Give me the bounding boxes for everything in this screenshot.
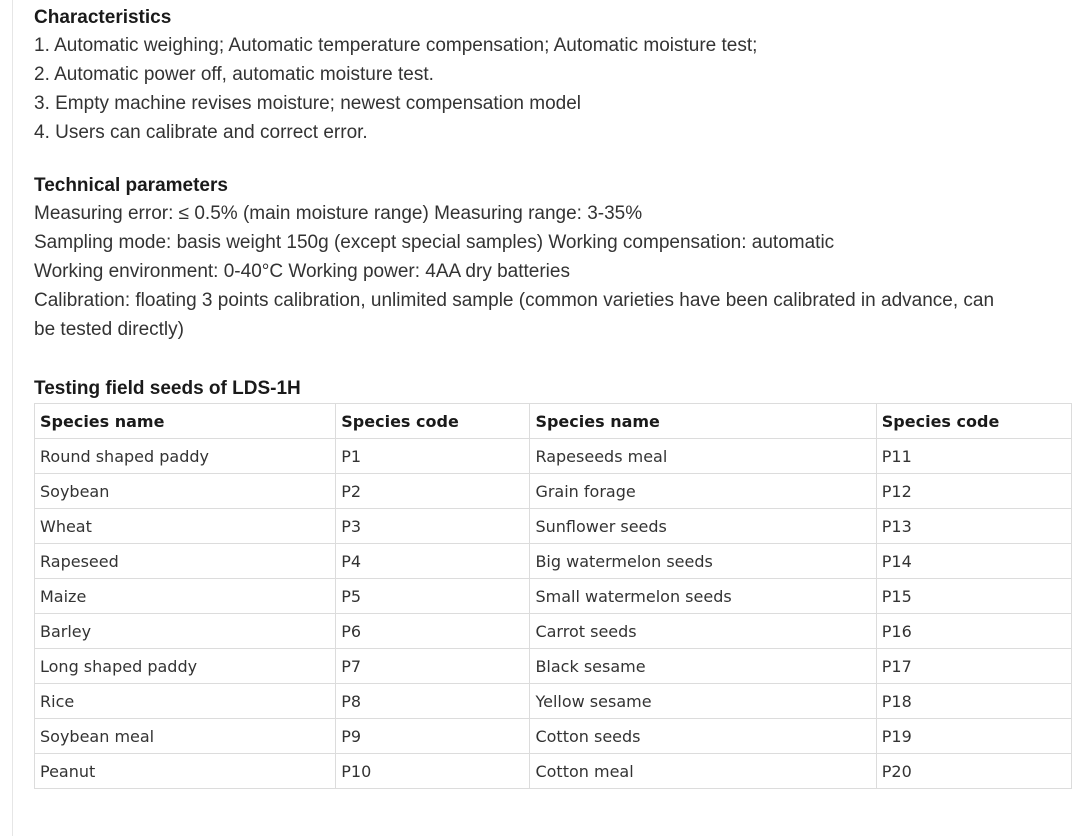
characteristic-item: 4. Users can calibrate and correct error…	[34, 122, 368, 143]
header-species-name: Species name	[529, 403, 877, 439]
content: Characteristics 1. Automatic weighing; A…	[33, 5, 1074, 789]
species-code-cell: P9	[335, 718, 531, 754]
species-code-cell: P12	[875, 473, 1073, 509]
header-species-code: Species code	[335, 403, 531, 439]
species-name-cell: Peanut	[33, 753, 337, 789]
species-name-cell: Carrot seeds	[529, 613, 877, 649]
table-row: Soybean P2 Grain forage P12	[33, 473, 1073, 509]
technical-parameters: Measuring error: ≤ 0.5% (main moisture r…	[34, 199, 1074, 344]
left-border-line	[12, 0, 13, 836]
parameter-line: Calibration: floating 3 points calibrati…	[34, 290, 995, 311]
table-row: Rapeseed P4 Big watermelon seeds P14	[33, 543, 1073, 579]
species-name-cell: Small watermelon seeds	[529, 578, 877, 614]
species-code-cell: P2	[335, 473, 531, 509]
species-name-cell: Cotton meal	[529, 753, 877, 789]
species-code-cell: P7	[335, 648, 531, 684]
species-name-cell: Wheat	[33, 508, 337, 544]
species-code-cell: P15	[875, 578, 1073, 614]
table-row: Wheat P3 Sunflower seeds P13	[33, 508, 1073, 544]
species-code-cell: P8	[335, 683, 531, 719]
species-name-cell: Grain forage	[529, 473, 877, 509]
table-row: Peanut P10 Cotton meal P20	[33, 753, 1073, 789]
species-name-cell: Maize	[33, 578, 337, 614]
species-code-cell: P17	[875, 648, 1073, 684]
species-code-cell: P11	[875, 438, 1073, 474]
table-row: Maize P5 Small watermelon seeds P15	[33, 578, 1073, 614]
characteristics-list: 1. Automatic weighing; Automatic tempera…	[34, 31, 1074, 147]
parameter-line: Measuring error: ≤ 0.5% (main moisture r…	[34, 203, 643, 224]
parameter-line: be tested directly)	[34, 319, 184, 340]
seeds-table: Species name Species code Species name S…	[33, 403, 1073, 789]
spacer	[34, 344, 1074, 376]
species-name-cell: Black sesame	[529, 648, 877, 684]
species-name-cell: Long shaped paddy	[33, 648, 337, 684]
technical-parameters-title: Technical parameters	[34, 175, 228, 196]
species-name-cell: Rice	[33, 683, 337, 719]
species-name-cell: Sunflower seeds	[529, 508, 877, 544]
species-code-cell: P4	[335, 543, 531, 579]
species-code-cell: P13	[875, 508, 1073, 544]
parameter-line: Working environment: 0-40°C Working powe…	[34, 261, 570, 282]
species-name-cell: Rapeseed	[33, 543, 337, 579]
species-name-cell: Barley	[33, 613, 337, 649]
species-name-cell: Cotton seeds	[529, 718, 877, 754]
species-code-cell: P19	[875, 718, 1073, 754]
characteristic-item: 2. Automatic power off, automatic moistu…	[34, 64, 434, 85]
species-code-cell: P20	[875, 753, 1073, 789]
characteristics-title: Characteristics	[34, 7, 172, 28]
species-code-cell: P3	[335, 508, 531, 544]
parameter-line: Sampling mode: basis weight 150g (except…	[34, 232, 835, 253]
characteristic-item: 1. Automatic weighing; Automatic tempera…	[34, 35, 758, 56]
header-species-name: Species name	[33, 403, 337, 439]
species-name-cell: Round shaped paddy	[33, 438, 337, 474]
species-code-cell: P16	[875, 613, 1073, 649]
seeds-table-title: Testing field seeds of LDS-1H	[34, 378, 301, 399]
species-name-cell: Rapeseeds meal	[529, 438, 877, 474]
species-name-cell: Soybean meal	[33, 718, 337, 754]
species-name-cell: Big watermelon seeds	[529, 543, 877, 579]
species-code-cell: P18	[875, 683, 1073, 719]
species-code-cell: P6	[335, 613, 531, 649]
spacer	[34, 147, 1074, 173]
table-row: Soybean meal P9 Cotton seeds P19	[33, 718, 1073, 754]
header-species-code: Species code	[875, 403, 1073, 439]
table-header-row: Species name Species code Species name S…	[33, 403, 1073, 439]
species-code-cell: P5	[335, 578, 531, 614]
characteristic-item: 3. Empty machine revises moisture; newes…	[34, 93, 582, 114]
species-code-cell: P1	[335, 438, 531, 474]
table-row: Long shaped paddy P7 Black sesame P17	[33, 648, 1073, 684]
species-code-cell: P10	[335, 753, 531, 789]
table-row: Barley P6 Carrot seeds P16	[33, 613, 1073, 649]
species-code-cell: P14	[875, 543, 1073, 579]
table-row: Round shaped paddy P1 Rapeseeds meal P11	[33, 438, 1073, 474]
species-name-cell: Yellow sesame	[529, 683, 877, 719]
table-row: Rice P8 Yellow sesame P18	[33, 683, 1073, 719]
species-name-cell: Soybean	[33, 473, 337, 509]
